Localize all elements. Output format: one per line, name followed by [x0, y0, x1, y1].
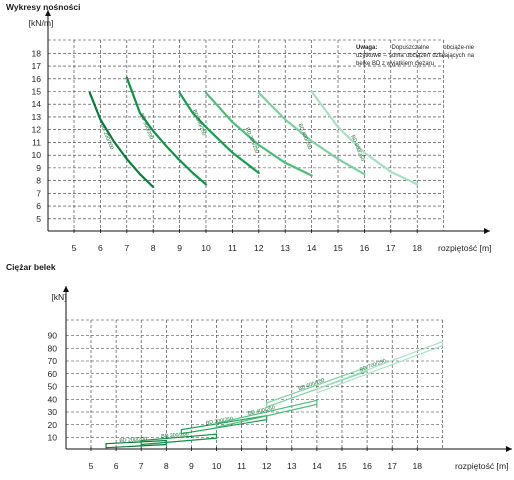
x-tick-label: 16 — [362, 461, 372, 471]
y-tick-label: 10 — [31, 150, 41, 160]
x-tick-label: 18 — [412, 243, 422, 253]
y-tick-label: 5 — [36, 214, 41, 224]
series-label: BD 600/250 — [298, 377, 326, 392]
y-tick-label: 16 — [31, 74, 41, 84]
x-tick-label: 15 — [337, 461, 347, 471]
x-tick-label: 15 — [333, 243, 343, 253]
x-axis-title: rozpiętość [m] — [438, 243, 492, 253]
x-tick-label: 5 — [72, 243, 77, 253]
x-tick-label: 18 — [413, 461, 423, 471]
x-axis-arrow — [506, 446, 512, 452]
y-tick-label: 70 — [47, 356, 57, 366]
series-label: BD 600/250 — [349, 134, 365, 162]
y-tick-label: 50 — [47, 382, 57, 392]
series-band — [316, 340, 443, 394]
note-bold-label: Uwaga: — [356, 45, 378, 51]
x-tick-label: 5 — [89, 461, 94, 471]
y-tick-label: 90 — [47, 331, 57, 341]
y-tick-label: 30 — [47, 407, 57, 417]
x-tick-label: 17 — [386, 243, 396, 253]
y-tick-label: 14 — [31, 99, 41, 109]
chart-1-title: Wykresy nośności — [6, 2, 81, 12]
x-tick-label: 13 — [287, 461, 297, 471]
series-band — [105, 439, 167, 449]
series-line — [178, 91, 260, 175]
y-tick-label: 13 — [31, 112, 41, 122]
note-text: Dopuszczalne obciąże-nie użytkowe – suma… — [356, 45, 474, 67]
x-tick-label: 9 — [189, 461, 194, 471]
y-tick-label: 12 — [31, 125, 41, 135]
series-label: BD 300/250 — [244, 127, 260, 155]
series-band — [140, 433, 218, 446]
x-tick-label: 8 — [151, 243, 156, 253]
series-label: BD 300/200 — [138, 113, 154, 141]
x-axis-arrow — [484, 228, 490, 234]
x-tick-label: 9 — [177, 243, 182, 253]
chart-1-note: Uwaga: Dopuszczalne obciąże-nie użytkowe… — [356, 44, 474, 68]
y-tick-label: 10 — [47, 433, 57, 443]
y-axis-title: [kN] — [51, 292, 66, 302]
x-tick-label: 7 — [139, 461, 144, 471]
series-label: BD 400/250 — [297, 123, 313, 151]
y-tick-label: 40 — [47, 394, 57, 404]
x-tick-label: 11 — [228, 243, 237, 253]
y-tick-label: 18 — [31, 48, 41, 58]
x-tick-label: 6 — [98, 243, 103, 253]
x-tick-label: 10 — [212, 461, 222, 471]
y-axis-arrow — [63, 286, 69, 292]
y-tick-label: 60 — [47, 369, 57, 379]
series-label: BD 300/250 — [206, 416, 234, 426]
x-tick-label: 12 — [254, 243, 264, 253]
x-axis-title: rozpiętość [m] — [455, 461, 509, 471]
x-tick-label: 8 — [164, 461, 169, 471]
series-line — [125, 76, 208, 186]
y-axis-title: [kN/m] — [29, 18, 54, 28]
x-tick-label: 16 — [360, 243, 370, 253]
y-tick-label: 7 — [36, 188, 41, 198]
series-label: BD 700/250 — [359, 358, 387, 373]
series-line — [310, 90, 419, 186]
series-label: BD 300/200 — [161, 431, 189, 439]
series-line — [257, 91, 366, 176]
y-tick-label: 80 — [47, 343, 57, 353]
x-tick-label: 11 — [237, 461, 246, 471]
x-tick-label: 17 — [387, 461, 397, 471]
x-tick-label: 6 — [114, 461, 119, 471]
x-tick-label: 7 — [124, 243, 129, 253]
series-line — [204, 91, 313, 177]
y-tick-label: 15 — [31, 87, 41, 97]
x-tick-label: 14 — [307, 243, 317, 253]
series-line — [88, 91, 155, 189]
series-label: BD 200/200 — [119, 437, 147, 444]
series-label: BD 300/250 — [191, 109, 207, 137]
y-tick-label: 17 — [31, 61, 41, 71]
y-tick-label: 8 — [36, 176, 41, 186]
chart-2-title: Ciężar belek — [6, 262, 56, 272]
x-tick-label: 10 — [201, 243, 211, 253]
y-axis-arrow — [45, 10, 51, 16]
x-tick-label: 12 — [262, 461, 272, 471]
series-label: BD 400/250 — [247, 405, 275, 417]
y-tick-label: 20 — [47, 420, 57, 430]
series-band — [215, 399, 318, 429]
x-tick-label: 13 — [280, 243, 290, 253]
x-tick-label: 14 — [312, 461, 322, 471]
y-tick-label: 6 — [36, 201, 41, 211]
y-tick-label: 11 — [32, 137, 41, 147]
y-tick-label: 9 — [36, 163, 41, 173]
